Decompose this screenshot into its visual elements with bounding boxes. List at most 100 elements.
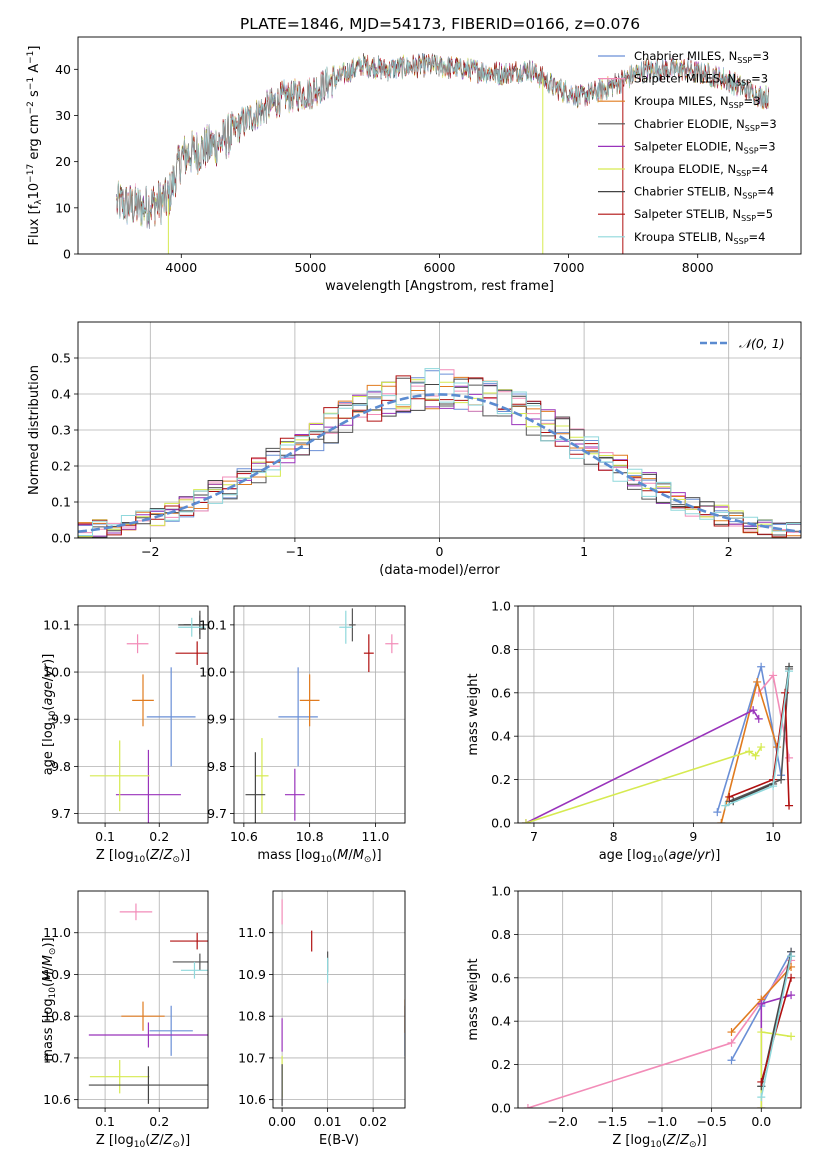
- legend-entry: Salpeter STELIB, NSSP=5: [634, 207, 773, 223]
- weight-marker: [787, 952, 796, 961]
- y-tick-label: 10: [55, 200, 71, 215]
- y-tick-label: 0.0: [51, 531, 71, 546]
- y-tick-label: 10.1: [43, 617, 71, 632]
- x-axis-label: Z [log10(Z/Z⊙)]: [96, 848, 190, 865]
- weight-line: [525, 746, 762, 823]
- x-tick-label: 0.00: [268, 1114, 296, 1129]
- y-tick-label: 10.8: [43, 1009, 71, 1024]
- weight-marker: [787, 973, 796, 982]
- y-tick-label: 9.8: [207, 759, 227, 774]
- massweight-vs-age-panel: 7 8 9 10 0.0 0.2 0.4 0.6 0.8 1.0 age [log10(age/yr…: [466, 599, 802, 865]
- y-tick-label: 10.6: [238, 1092, 266, 1107]
- y-tick-label: 0.3: [51, 423, 71, 438]
- x-tick-label: −1.0: [647, 1114, 677, 1129]
- axes-frame: [77, 321, 802, 539]
- y-tick-label: 0.5: [51, 351, 71, 366]
- weight-marker: [785, 667, 794, 676]
- weight-marker: [769, 782, 778, 791]
- y-axis-label: mass weight: [466, 673, 481, 755]
- weight-marker: [725, 792, 734, 801]
- y-tick-label: 0.8: [491, 927, 511, 942]
- weight-marker: [754, 714, 763, 723]
- weight-marker: [727, 1038, 736, 1047]
- axes-frame: [272, 890, 406, 1109]
- x-tick-label: 0: [436, 544, 444, 559]
- x-tick-label: 1: [580, 544, 588, 559]
- y-tick-label: 10.0: [43, 665, 71, 680]
- y-tick-label: 40: [55, 62, 71, 77]
- x-tick-label: −2: [141, 544, 159, 559]
- mass-vs-z-panel: 0.1 0.2 10.6 10.7 10.8 10.9 11.0 Z [log10(Z/Z⊙)…: [41, 890, 209, 1150]
- x-tick-label: 0.1: [95, 1114, 115, 1129]
- x-axis-label: (data-model)/error: [379, 563, 500, 578]
- weight-marker: [717, 819, 726, 823]
- axes-frame: [77, 36, 802, 255]
- y-tick-label: 0: [63, 247, 71, 262]
- weight-marker: [753, 677, 762, 686]
- axes-frame: [233, 605, 406, 824]
- legend-entry: Salpeter MILES, NSSP=3: [634, 72, 768, 88]
- y-axis-label: mass [log10(M/M⊙)]: [41, 937, 58, 1061]
- figure-title: PLATE=1846, MJD=54173, FIBERID=0166, z=0…: [240, 15, 640, 33]
- y-tick-label: 1.0: [491, 884, 511, 899]
- y-tick-label: 10.1: [199, 617, 227, 632]
- weight-marker: [785, 753, 794, 762]
- weight-line: [716, 666, 782, 813]
- y-tick-label: 9.9: [207, 712, 227, 727]
- y-tick-label: 0.2: [491, 772, 511, 787]
- weight-marker: [769, 671, 778, 680]
- y-tick-label: 11.0: [238, 925, 266, 940]
- weight-marker: [757, 743, 766, 752]
- y-axis-label: Normed distribution: [27, 365, 42, 495]
- y-tick-label: 10.7: [43, 1050, 71, 1065]
- x-tick-label: 9: [689, 829, 697, 844]
- weight-marker: [787, 991, 796, 1000]
- y-axis-label: age [log10(age/yr)]: [41, 654, 58, 776]
- weight-line: [760, 955, 792, 1098]
- y-tick-label: 0.6: [491, 970, 511, 985]
- gauss-legend-label: 𝒩(0, 1): [739, 336, 785, 351]
- axes-frame: [77, 890, 209, 1109]
- age-vs-mass-panel: 10.6 10.8 11.0 9.7 9.8 9.9 10.0 10.1 mass [log10…: [199, 605, 406, 865]
- x-tick-label: 0.02: [359, 1114, 387, 1129]
- massweight-vs-z-panel: −2.0 −1.5 −1.0 −0.5 0.0 0.0 0.2 0.4 0.6 0.8 1.0 Z […: [466, 884, 802, 1150]
- x-tick-label: 10.6: [230, 829, 258, 844]
- x-tick-label: 2: [725, 544, 733, 559]
- y-tick-label: 9.9: [51, 712, 71, 727]
- y-tick-label: 10.0: [199, 665, 227, 680]
- x-axis-label: E(B-V): [319, 1133, 359, 1148]
- x-axis-label: mass [log10(M/M⊙)]: [257, 848, 381, 865]
- y-tick-label: 10.7: [238, 1050, 266, 1065]
- y-tick-label: 0.8: [491, 642, 511, 657]
- y-tick-label: 10.9: [43, 967, 71, 982]
- x-axis-label: wavelength [Angstrom, rest frame]: [325, 279, 554, 294]
- x-tick-label: 0.01: [314, 1114, 342, 1129]
- age-vs-z-panel: 0.1 0.2 9.7 9.8 9.9 10.0 10.1 Z [log10(Z/Z⊙)] ag…: [41, 605, 209, 865]
- y-tick-label: 0.6: [491, 685, 511, 700]
- y-tick-label: 1.0: [491, 599, 511, 614]
- legend-entry: Salpeter ELODIE, NSSP=3: [634, 139, 776, 155]
- weight-marker: [751, 751, 760, 760]
- weight-marker: [713, 808, 722, 817]
- histogram-step: [78, 368, 801, 536]
- weight-marker: [785, 801, 794, 810]
- x-tick-label: 7000: [553, 260, 585, 275]
- y-tick-label: 30: [55, 108, 71, 123]
- weight-marker: [521, 819, 530, 823]
- x-tick-label: 8000: [682, 260, 714, 275]
- x-tick-label: 5000: [294, 260, 326, 275]
- weight-marker: [757, 1028, 766, 1037]
- x-tick-label: 0.1: [95, 829, 115, 844]
- x-tick-label: 0.2: [149, 1114, 169, 1129]
- y-tick-label: 10.6: [43, 1092, 71, 1107]
- x-tick-label: −1.5: [597, 1114, 627, 1129]
- y-tick-label: 9.7: [207, 806, 227, 821]
- x-axis-label: Z [log10(Z/Z⊙)]: [96, 1133, 190, 1150]
- legend-entry: Chabrier ELODIE, NSSP=3: [634, 117, 777, 133]
- weight-marker: [757, 1104, 766, 1108]
- legend-entry: Chabrier STELIB, NSSP=4: [634, 185, 774, 201]
- spectrum-panel: 4000 5000 6000 7000 8000 0 10 20 30 40 wavelength …: [26, 36, 802, 294]
- weight-line: [758, 673, 790, 759]
- legend-entry: Kroupa STELIB, NSSP=4: [634, 230, 765, 246]
